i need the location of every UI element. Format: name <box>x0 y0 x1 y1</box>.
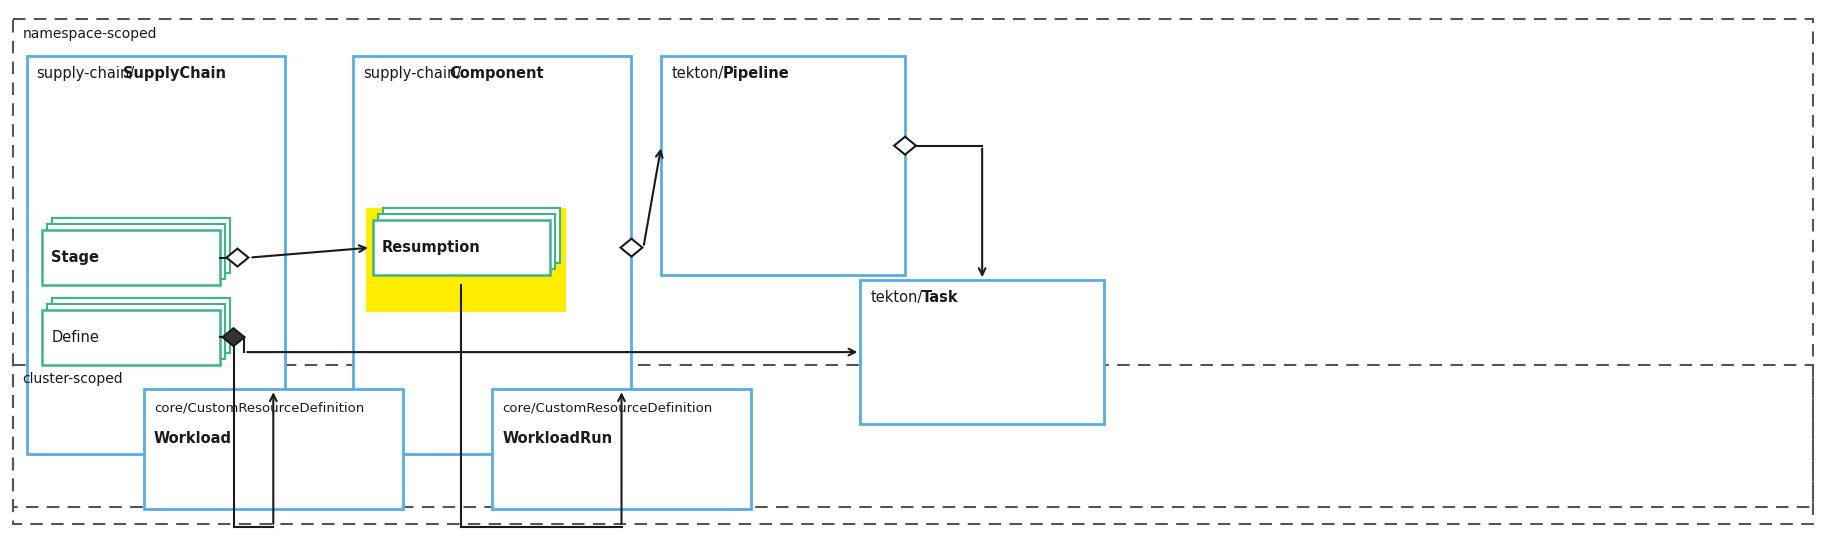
Bar <box>378 214 556 269</box>
Bar <box>53 219 229 273</box>
Text: Task: Task <box>923 290 959 305</box>
Bar <box>662 56 904 275</box>
Text: WorkloadRun: WorkloadRun <box>503 431 613 446</box>
Bar <box>26 56 286 454</box>
Bar <box>53 298 229 353</box>
Polygon shape <box>222 328 244 346</box>
Text: Workload: Workload <box>154 431 231 446</box>
Polygon shape <box>620 239 642 257</box>
Bar <box>48 224 224 279</box>
Bar <box>42 310 220 365</box>
Text: core/CustomResourceDefinition: core/CustomResourceDefinition <box>154 401 365 414</box>
Polygon shape <box>227 249 248 267</box>
Bar <box>372 220 550 275</box>
Bar <box>13 365 1814 524</box>
Text: supply-chain/: supply-chain/ <box>363 66 460 81</box>
Text: Resumption: Resumption <box>381 240 481 255</box>
Polygon shape <box>895 137 915 155</box>
Bar <box>42 230 220 285</box>
Bar <box>13 19 1814 507</box>
Bar <box>143 389 403 509</box>
Bar <box>860 280 1104 424</box>
Text: cluster-scoped: cluster-scoped <box>22 372 123 386</box>
Bar <box>492 389 750 509</box>
Text: tekton/: tekton/ <box>871 290 923 305</box>
Text: supply-chain/: supply-chain/ <box>37 66 134 81</box>
Text: Pipeline: Pipeline <box>723 66 790 81</box>
Text: core/CustomResourceDefinition: core/CustomResourceDefinition <box>503 401 712 414</box>
Text: Component: Component <box>449 66 545 81</box>
Text: SupplyChain: SupplyChain <box>123 66 226 81</box>
Bar <box>352 56 631 454</box>
Text: namespace-scoped: namespace-scoped <box>22 27 158 41</box>
Bar <box>369 210 563 310</box>
Text: Stage: Stage <box>51 250 99 265</box>
Text: Define: Define <box>51 330 99 344</box>
Bar <box>48 304 224 359</box>
Text: tekton/: tekton/ <box>671 66 723 81</box>
Bar <box>383 208 559 263</box>
